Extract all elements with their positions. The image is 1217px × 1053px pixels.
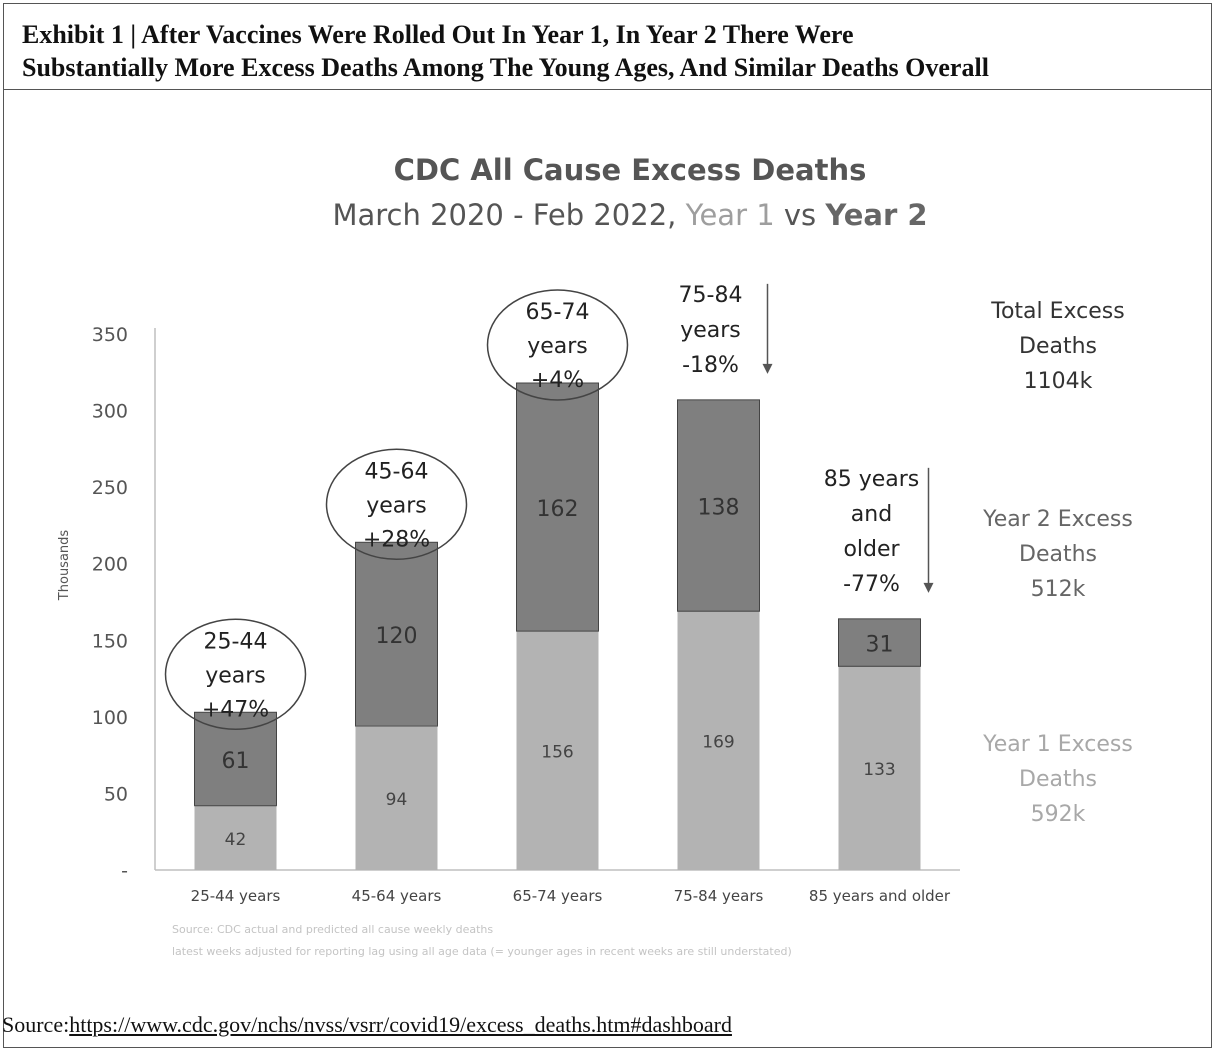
y-tick-label: 350 — [92, 324, 128, 346]
side-label-year1: Deaths — [1019, 767, 1097, 792]
bar-year1 — [194, 805, 277, 870]
annotation-label: years — [680, 318, 741, 343]
annotation-label: 25-44 — [204, 629, 268, 654]
annotation-circle — [486, 289, 629, 401]
side-label-total: Total Excess — [990, 299, 1124, 324]
bar-year2 — [355, 541, 438, 727]
annotation-label: +28% — [363, 527, 430, 552]
x-tick-label: 65-74 years — [513, 887, 603, 905]
x-tick-label: 75-84 years — [674, 887, 764, 905]
annotation-label: -18% — [682, 353, 739, 378]
annotation-circle-group: 25-44 years +47% — [164, 618, 307, 731]
annotation-circle — [325, 448, 468, 561]
annotation-label: +47% — [202, 697, 269, 722]
chart-bars: 42 61 94 120 156 162 169 138 133 31 — [194, 382, 921, 870]
data-label-year1: 133 — [863, 760, 895, 780]
bar-year1 — [355, 726, 438, 870]
side-label-total: Deaths — [1019, 334, 1097, 359]
footnote-line-2: latest weeks adjusted for reporting lag … — [172, 945, 792, 958]
chart-annotations: 25-44 years +47% 45-64 years +28% 65-74 years +4… — [164, 283, 934, 731]
data-label-year1: 169 — [702, 733, 734, 753]
annotation-label: +4% — [531, 368, 584, 393]
annotation-circle — [164, 618, 307, 731]
annotation-arrow-group: 75-84 years -18% — [679, 283, 773, 378]
bar-year1 — [838, 666, 921, 870]
bar-year2 — [194, 711, 277, 807]
exhibit-frame: Exhibit 1 | After Vaccines Were Rolled O… — [3, 3, 1212, 1048]
y-tick-label: 50 — [104, 783, 128, 805]
chart-subtitle: March 2020 - Feb 2022, Year 1 vs Year 2 — [332, 198, 927, 232]
data-label-year2: 162 — [537, 497, 579, 522]
y-tick-label: 150 — [92, 630, 128, 652]
subtitle-middle: vs — [775, 198, 826, 232]
bar-year1 — [516, 631, 599, 870]
x-tick-label: 25-44 years — [191, 887, 281, 905]
y-axis-label: Thousands — [57, 530, 72, 602]
side-label-year2: 512k — [1031, 577, 1086, 602]
data-label-year1: 42 — [225, 830, 247, 850]
annotation-arrowhead — [923, 582, 934, 593]
y-tick-label: 100 — [92, 707, 128, 729]
annotation-label: years — [205, 663, 266, 688]
annotation-arrow-group: 85 years and older -77% — [824, 467, 934, 597]
y-tick-label: 300 — [92, 401, 128, 423]
side-label-year2: Deaths — [1019, 542, 1097, 567]
annotation-label: and — [851, 502, 892, 527]
annotation-label: years — [366, 493, 427, 518]
data-label-year2: 31 — [866, 633, 894, 658]
chart-title: CDC All Cause Excess Deaths — [394, 153, 867, 187]
x-tick-label: 45-64 years — [352, 887, 442, 905]
source-prefix: Source: — [2, 1012, 70, 1037]
source-link[interactable]: https://www.cdc.gov/nchs/nvss/vsrr/covid… — [69, 1012, 732, 1037]
chart-axes: - 50 100 150 200 250 300 350 25-44 years 45-64 ye… — [92, 324, 960, 905]
subtitle-year2: Year 2 — [824, 198, 927, 232]
annotation-label: older — [843, 537, 900, 562]
footnote-line-1: Source: CDC actual and predicted all cau… — [172, 923, 493, 936]
x-tick-label: 85 years and older — [809, 887, 951, 905]
bar-year1 — [677, 611, 760, 870]
annotation-arrowhead — [762, 363, 773, 374]
exhibit-header: Exhibit 1 | After Vaccines Were Rolled O… — [4, 4, 1211, 90]
annotation-label: 85 years — [824, 467, 920, 492]
side-labels: Total Excess Deaths 1104k Year 2 Excess Deat… — [982, 299, 1133, 827]
annotation-label: -77% — [843, 572, 900, 597]
excess-deaths-chart: CDC All Cause Excess Deaths March 2020 -… — [57, 153, 1133, 958]
bar-year2 — [838, 618, 921, 667]
side-label-total: 1104k — [1024, 369, 1093, 394]
subtitle-year1: Year 1 — [685, 198, 775, 232]
data-label-year2: 120 — [376, 624, 418, 649]
annotation-label: 65-74 — [526, 300, 590, 325]
annotation-label: years — [527, 334, 588, 359]
y-tick-label: - — [121, 860, 128, 882]
exhibit-title-line-2: Substantially More Excess Deaths Among T… — [22, 53, 989, 82]
annotation-label: 75-84 — [679, 283, 743, 308]
bar-year2 — [516, 382, 599, 632]
side-label-year1: Year 1 Excess — [982, 732, 1133, 757]
annotation-circle-group: 65-74 years +4% — [486, 289, 629, 401]
subtitle-prefix: March 2020 - Feb 2022, — [332, 198, 685, 232]
bar-year2 — [677, 399, 760, 612]
y-tick-label: 250 — [92, 477, 128, 499]
source-line: Source:https://www.cdc.gov/nchs/nvss/vsr… — [2, 1012, 732, 1038]
data-label-year1: 94 — [386, 790, 408, 810]
data-label-year2: 138 — [698, 496, 740, 521]
data-label-year2: 61 — [222, 749, 250, 774]
exhibit-title-line-1: Exhibit 1 | After Vaccines Were Rolled O… — [22, 20, 854, 49]
side-label-year2: Year 2 Excess — [982, 507, 1133, 532]
data-label-year1: 156 — [541, 743, 573, 763]
annotation-label: 45-64 — [365, 459, 429, 484]
annotation-circle-group: 45-64 years +28% — [325, 448, 468, 561]
y-tick-label: 200 — [92, 554, 128, 576]
side-label-year1: 592k — [1031, 802, 1086, 827]
